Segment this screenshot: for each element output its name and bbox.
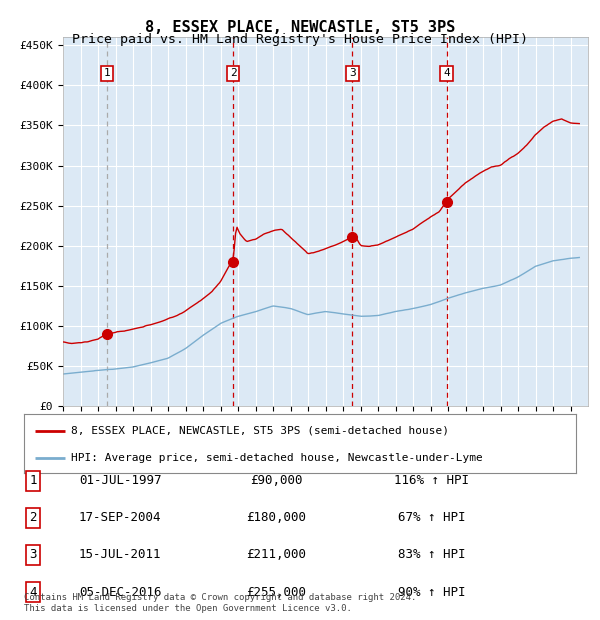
Text: 3: 3 xyxy=(349,68,356,78)
Text: £211,000: £211,000 xyxy=(246,549,306,561)
Text: 2: 2 xyxy=(29,512,37,524)
Text: 116% ↑ HPI: 116% ↑ HPI xyxy=(395,474,470,487)
Text: £90,000: £90,000 xyxy=(250,474,302,487)
Text: 1: 1 xyxy=(29,474,37,487)
Text: HPI: Average price, semi-detached house, Newcastle-under-Lyme: HPI: Average price, semi-detached house,… xyxy=(71,453,482,463)
Text: 4: 4 xyxy=(29,586,37,598)
Text: 01-JUL-1997: 01-JUL-1997 xyxy=(79,474,161,487)
Text: 67% ↑ HPI: 67% ↑ HPI xyxy=(398,512,466,524)
Text: £180,000: £180,000 xyxy=(246,512,306,524)
Text: 2: 2 xyxy=(230,68,236,78)
Text: £255,000: £255,000 xyxy=(246,586,306,598)
Text: 1: 1 xyxy=(103,68,110,78)
Text: Price paid vs. HM Land Registry's House Price Index (HPI): Price paid vs. HM Land Registry's House … xyxy=(72,33,528,46)
Text: 3: 3 xyxy=(29,549,37,561)
Text: 4: 4 xyxy=(443,68,450,78)
Text: 15-JUL-2011: 15-JUL-2011 xyxy=(79,549,161,561)
Text: Contains HM Land Registry data © Crown copyright and database right 2024.
This d: Contains HM Land Registry data © Crown c… xyxy=(24,593,416,613)
Text: 90% ↑ HPI: 90% ↑ HPI xyxy=(398,586,466,598)
Text: 17-SEP-2004: 17-SEP-2004 xyxy=(79,512,161,524)
Text: 83% ↑ HPI: 83% ↑ HPI xyxy=(398,549,466,561)
Text: 8, ESSEX PLACE, NEWCASTLE, ST5 3PS (semi-detached house): 8, ESSEX PLACE, NEWCASTLE, ST5 3PS (semi… xyxy=(71,426,449,436)
Text: 8, ESSEX PLACE, NEWCASTLE, ST5 3PS: 8, ESSEX PLACE, NEWCASTLE, ST5 3PS xyxy=(145,20,455,35)
Text: 05-DEC-2016: 05-DEC-2016 xyxy=(79,586,161,598)
